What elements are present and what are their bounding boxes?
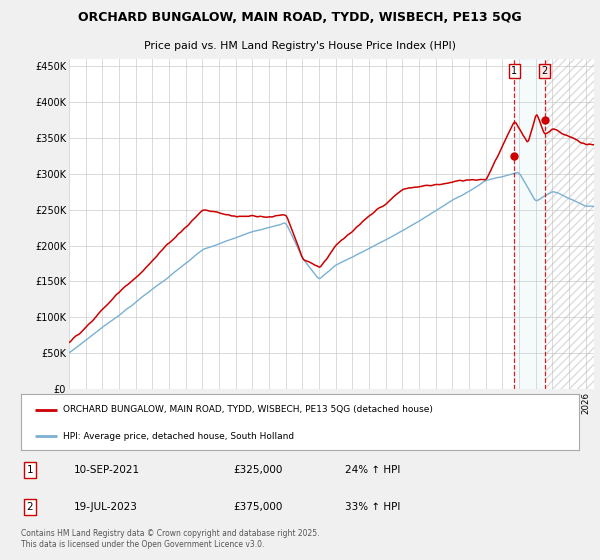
Text: 2: 2 <box>26 502 33 512</box>
Text: 19-JUL-2023: 19-JUL-2023 <box>74 502 138 512</box>
Text: 33% ↑ HPI: 33% ↑ HPI <box>344 502 400 512</box>
Text: 10-SEP-2021: 10-SEP-2021 <box>74 465 140 475</box>
Text: Contains HM Land Registry data © Crown copyright and database right 2025.
This d: Contains HM Land Registry data © Crown c… <box>21 529 320 549</box>
Bar <box>514 59 545 389</box>
Text: 1: 1 <box>511 66 517 76</box>
Text: 2: 2 <box>542 66 548 76</box>
Text: ORCHARD BUNGALOW, MAIN ROAD, TYDD, WISBECH, PE13 5QG (detached house): ORCHARD BUNGALOW, MAIN ROAD, TYDD, WISBE… <box>63 405 433 414</box>
Text: £375,000: £375,000 <box>233 502 283 512</box>
Text: Price paid vs. HM Land Registry's House Price Index (HPI): Price paid vs. HM Land Registry's House … <box>144 41 456 51</box>
Text: 24% ↑ HPI: 24% ↑ HPI <box>344 465 400 475</box>
Text: HPI: Average price, detached house, South Holland: HPI: Average price, detached house, Sout… <box>63 432 294 441</box>
Bar <box>545 59 594 389</box>
Text: ORCHARD BUNGALOW, MAIN ROAD, TYDD, WISBECH, PE13 5QG: ORCHARD BUNGALOW, MAIN ROAD, TYDD, WISBE… <box>78 11 522 24</box>
Text: £325,000: £325,000 <box>233 465 283 475</box>
Text: 1: 1 <box>26 465 33 475</box>
